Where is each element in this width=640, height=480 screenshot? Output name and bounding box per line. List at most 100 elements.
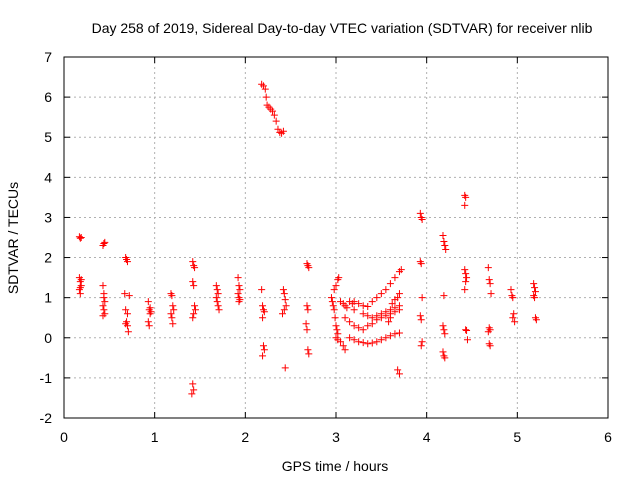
data-point xyxy=(368,314,376,322)
data-point xyxy=(167,310,175,318)
data-point xyxy=(350,322,358,330)
data-point xyxy=(373,312,381,320)
data-point xyxy=(341,314,349,322)
data-point xyxy=(359,302,367,310)
x-tick-label: 0 xyxy=(60,429,68,445)
data-point xyxy=(382,308,390,316)
data-point xyxy=(511,318,519,326)
data-point xyxy=(258,286,266,294)
data-point xyxy=(439,348,447,356)
x-tick-label: 4 xyxy=(423,429,431,445)
data-point xyxy=(416,312,424,320)
data-point xyxy=(394,294,402,302)
data-point xyxy=(191,264,199,272)
data-point xyxy=(461,266,469,274)
data-point xyxy=(191,302,199,310)
data-point xyxy=(76,284,84,292)
data-point xyxy=(395,290,403,298)
data-point xyxy=(510,310,518,318)
data-point xyxy=(144,318,152,326)
data-point xyxy=(99,302,107,310)
data-point xyxy=(279,127,287,135)
data-point xyxy=(122,320,130,328)
data-point xyxy=(332,282,340,290)
data-point xyxy=(144,298,152,306)
data-point xyxy=(386,306,394,314)
data-point xyxy=(305,350,313,358)
data-point xyxy=(303,302,311,310)
data-point xyxy=(486,342,494,350)
data-point xyxy=(146,304,154,312)
data-point xyxy=(123,310,131,318)
data-point xyxy=(391,274,399,282)
data-point xyxy=(350,298,358,306)
data-point xyxy=(382,286,390,294)
data-point xyxy=(386,332,394,340)
data-point xyxy=(259,302,267,310)
data-point xyxy=(335,274,343,282)
data-point xyxy=(462,326,470,334)
data-point xyxy=(337,338,345,346)
data-point xyxy=(440,292,448,300)
data-point xyxy=(395,329,403,337)
data-point xyxy=(346,318,354,326)
data-point xyxy=(509,314,517,322)
data-point xyxy=(76,234,84,242)
data-point xyxy=(417,260,425,268)
data-point xyxy=(258,80,266,88)
data-point xyxy=(77,234,85,241)
data-point xyxy=(234,274,242,282)
data-point xyxy=(305,264,313,272)
data-point xyxy=(168,292,176,300)
data-point xyxy=(331,314,339,322)
data-point xyxy=(170,306,178,314)
data-point xyxy=(330,286,338,294)
data-point xyxy=(346,334,354,342)
data-point xyxy=(439,231,447,239)
data-point xyxy=(269,107,277,115)
data-point xyxy=(327,294,335,302)
chart-title: Day 258 of 2019, Sidereal Day-to-day VTE… xyxy=(92,20,593,36)
data-point xyxy=(441,330,449,338)
data-point xyxy=(463,274,471,282)
data-point xyxy=(212,294,220,302)
data-point xyxy=(507,286,515,294)
data-point xyxy=(391,304,399,312)
data-point xyxy=(190,386,198,394)
data-point xyxy=(531,284,539,292)
data-point xyxy=(339,342,347,350)
data-point xyxy=(188,390,196,398)
data-point xyxy=(391,330,399,338)
data-point xyxy=(394,366,402,374)
data-point xyxy=(235,298,243,306)
y-tick-label: 2 xyxy=(44,250,52,266)
data-point xyxy=(373,294,381,302)
data-point xyxy=(386,314,394,322)
y-tick-label: 1 xyxy=(44,290,52,306)
data-point xyxy=(442,246,450,254)
data-point xyxy=(377,310,385,318)
data-point xyxy=(259,342,267,350)
data-point xyxy=(486,280,494,288)
x-tick-label: 1 xyxy=(151,429,159,445)
data-point xyxy=(532,316,540,324)
y-tick-label: 4 xyxy=(44,169,52,185)
data-point xyxy=(364,340,372,348)
y-axis-label: SDTVAR / TECUs xyxy=(5,182,21,294)
data-point xyxy=(377,336,385,344)
data-point xyxy=(332,322,340,330)
data-point xyxy=(169,320,177,328)
data-point xyxy=(259,314,267,322)
data-point xyxy=(343,304,351,312)
data-point xyxy=(189,278,197,286)
data-point xyxy=(100,306,108,314)
data-point xyxy=(418,338,426,346)
data-point xyxy=(334,330,342,338)
data-point xyxy=(385,318,393,326)
data-point xyxy=(484,328,492,336)
data-point xyxy=(355,338,363,346)
data-point xyxy=(462,270,470,278)
data-point xyxy=(100,240,108,248)
data-point xyxy=(461,286,469,294)
